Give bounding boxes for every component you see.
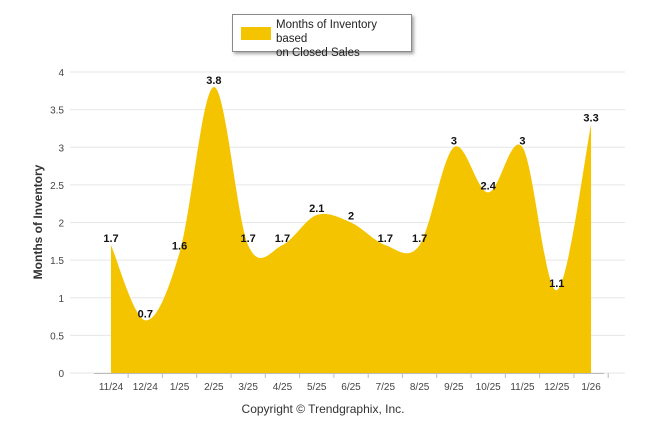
x-tick-label: 6/25 (341, 382, 361, 393)
data-label: 1.7 (412, 233, 427, 245)
copyright-footer: Copyright © Trendgraphix, Inc. (241, 402, 405, 416)
data-label: 1.1 (549, 278, 564, 290)
x-tick-label: 1/26 (581, 382, 601, 393)
y-tick-label: 2 (58, 219, 64, 230)
legend-label-line-1: Months of Inventory based (276, 19, 377, 45)
area-series (111, 87, 592, 373)
x-tick-label: 4/25 (273, 382, 293, 393)
x-tick-label: 7/25 (376, 382, 396, 393)
data-label: 1.7 (241, 233, 256, 245)
x-axis-ticks: 11/24 12/24 1/25 2/25 3/25 4/25 5/25 6/25 7/25 8/… (99, 382, 601, 393)
y-axis-ticks: 0 0.5 1 1.5 2 2.5 3 3.5 4 (50, 68, 64, 380)
y-tick-label: 0.5 (50, 331, 64, 342)
x-tick-label: 12/25 (544, 382, 569, 393)
legend-label: Months of Inventory based on Closed Sale… (276, 18, 406, 60)
legend-swatch (241, 27, 271, 40)
y-tick-label: 1 (58, 294, 64, 305)
y-tick-label: 3 (58, 143, 64, 154)
y-tick-label: 3.5 (50, 106, 64, 117)
x-tick-label: 1/25 (170, 382, 190, 393)
y-tick-label: 0 (58, 369, 64, 380)
y-tick-label: 1.5 (50, 256, 64, 267)
data-labels: 1.7 0.7 1.6 3.8 1.7 1.7 2.1 2 1.7 1.7 3 2.4 3 1.1 3.3 (103, 75, 598, 320)
data-label: 2 (348, 211, 354, 223)
data-label: 1.7 (275, 233, 290, 245)
x-tick-label: 2/25 (204, 382, 224, 393)
y-tick-label: 4 (58, 68, 64, 79)
data-label: 3 (451, 135, 457, 147)
x-tick-label: 10/25 (476, 382, 501, 393)
x-tick-label: 3/25 (238, 382, 258, 393)
y-tick-label: 2.5 (50, 181, 64, 192)
y-axis-title: Months of Inventory (31, 164, 45, 279)
data-label: 2.1 (309, 203, 324, 215)
x-tick-label: 8/25 (410, 382, 430, 393)
data-label: 3.8 (206, 75, 221, 87)
x-tick-label: 5/25 (307, 382, 327, 393)
data-label: 0.7 (138, 308, 153, 320)
legend-label-line-2: on Closed Sales (276, 47, 360, 59)
x-tick-label: 9/25 (444, 382, 464, 393)
x-axis (94, 373, 609, 378)
x-tick-label: 11/25 (510, 382, 535, 393)
data-label: 3.3 (583, 113, 598, 125)
data-label: 2.4 (481, 180, 497, 192)
data-label: 1.7 (378, 233, 393, 245)
x-tick-label: 11/24 (99, 382, 124, 393)
data-label: 3 (519, 135, 525, 147)
data-label: 1.7 (103, 233, 118, 245)
data-label: 1.6 (172, 241, 187, 253)
legend[interactable]: Months of Inventory based on Closed Sale… (232, 14, 412, 59)
x-tick-label: 12/24 (133, 382, 158, 393)
